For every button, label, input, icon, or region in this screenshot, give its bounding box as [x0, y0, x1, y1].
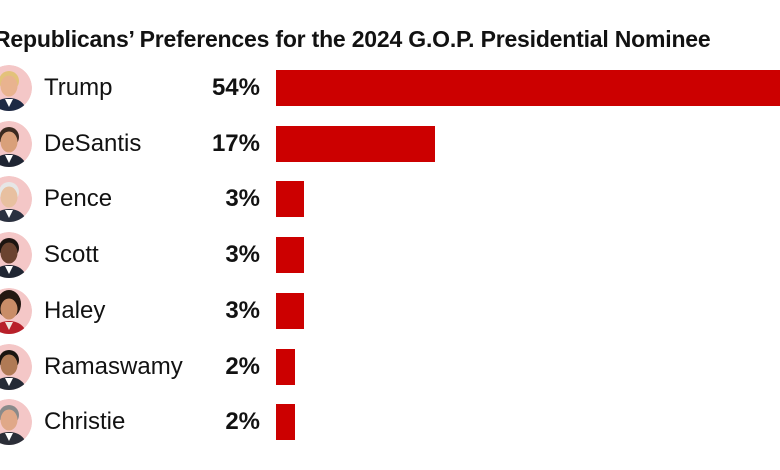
candidate-name: Scott — [44, 241, 99, 268]
chart-title: Republicans’ Preferences for the 2024 G.… — [0, 26, 711, 52]
candidate-name: Pence — [44, 185, 113, 212]
percent-label: 2% — [225, 408, 260, 435]
bar — [276, 349, 295, 385]
christie-portrait-icon — [0, 399, 32, 445]
bar — [276, 126, 435, 162]
bar-row-desantis: DeSantis 17% — [0, 118, 780, 174]
candidate-name: Haley — [44, 297, 106, 324]
bar — [276, 70, 780, 106]
ramaswamy-portrait-icon — [0, 344, 32, 390]
percent-label: 3% — [225, 297, 260, 324]
percent-label: 2% — [225, 353, 260, 380]
candidate-name: Ramaswamy — [44, 353, 183, 380]
bar-row-haley: Haley 3% — [0, 285, 780, 341]
percent-label: 17% — [211, 130, 260, 157]
percent-label: 3% — [225, 241, 260, 268]
bar-row-ramaswamy: Ramaswamy 2% — [0, 341, 780, 397]
bar — [276, 237, 304, 273]
trump-portrait-icon — [0, 65, 32, 111]
candidate-name: Christie — [44, 408, 126, 435]
haley-portrait-icon — [0, 288, 32, 334]
candidate-name: Trump — [44, 74, 113, 101]
bar-row-scott: Scott 3% — [0, 229, 780, 285]
bar — [276, 404, 295, 440]
candidate-name: DeSantis — [44, 130, 142, 157]
scott-portrait-icon — [0, 232, 32, 278]
pence-portrait-icon — [0, 176, 32, 222]
percent-label: 54% — [211, 74, 260, 101]
desantis-portrait-icon — [0, 121, 32, 167]
bar-row-christie: Christie 2% — [0, 396, 780, 452]
bar — [276, 293, 304, 329]
bar-row-trump: Trump 54% — [0, 62, 780, 118]
bar — [276, 181, 304, 217]
percent-label: 3% — [225, 185, 260, 212]
bar-row-pence: Pence 3% — [0, 173, 780, 229]
